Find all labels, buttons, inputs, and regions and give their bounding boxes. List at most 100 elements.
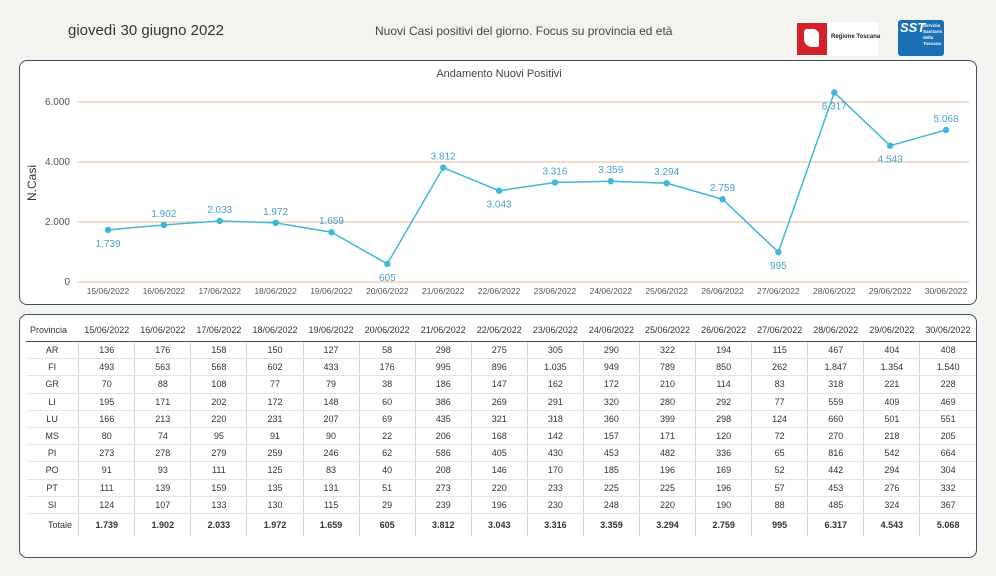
table-cell: 218 [863, 427, 920, 446]
table-cell: 262 [751, 358, 808, 377]
table-cell: 276 [863, 479, 920, 497]
data-point [384, 260, 391, 268]
table-cell: 660 [807, 410, 864, 428]
province-name: LU [26, 410, 79, 428]
x-tick-label: 17/06/2022 [198, 286, 241, 296]
data-point [831, 89, 838, 96]
table-cell: 139 [134, 479, 191, 497]
table-cell: 114 [695, 375, 752, 394]
chart-panel: Andamento Nuovi Positivi N.Casi 0 2.000 4.00… [19, 60, 977, 305]
x-tick-label: 15/06/2022 [87, 286, 130, 296]
table-cell: 304 [919, 461, 976, 480]
table-cell: 3.294 [638, 512, 696, 536]
table-cell: 220 [470, 479, 528, 497]
table-cell: 789 [638, 358, 696, 377]
table-cell: 586 [414, 444, 472, 463]
table-cell: 386 [414, 393, 472, 411]
table-cell: 40 [358, 461, 416, 480]
header-date: 15/06/2022 [78, 319, 135, 342]
table-cell: 93 [134, 461, 191, 480]
table-cell: 291 [526, 393, 584, 411]
x-tick-label: 20/06/2022 [366, 286, 409, 296]
table-cell: 551 [919, 410, 976, 428]
table-cell: 150 [246, 341, 304, 360]
x-tick-label: 29/06/2022 [869, 286, 912, 296]
x-tick-label: 22/06/2022 [478, 286, 521, 296]
table-cell: 205 [919, 427, 976, 446]
table-cell: 568 [190, 358, 247, 377]
table-cell: 196 [638, 461, 696, 480]
table-cell: 80 [78, 427, 135, 446]
table-row: LU 166 213 220 231 207 69 435 321 318 360 399 298 124… [26, 410, 976, 428]
table-cell: 1.739 [78, 512, 135, 536]
table-cell: 60 [358, 393, 416, 411]
table-row: LI 195 171 202 172 148 60 386 269 291 320 280 292 77 5… [26, 393, 976, 411]
table-cell: 542 [863, 444, 920, 463]
table-cell: 404 [863, 341, 920, 360]
line-chart: Andamento Nuovi Positivi N.Casi 0 2.000 4.00… [25, 68, 969, 296]
table-cell: 190 [695, 496, 752, 514]
table-cell: 501 [863, 410, 920, 428]
data-label: 605 [379, 273, 396, 284]
table-cell: 995 [414, 358, 472, 377]
data-label: 3.359 [598, 165, 623, 176]
table-cell: 246 [302, 444, 360, 463]
table-cell: 602 [246, 358, 304, 377]
table-row: PI 273 278 279 259 246 62 586 405 430 453 482 336 65 8… [26, 444, 976, 463]
table-cell: 225 [582, 479, 640, 497]
table-cell: 469 [919, 393, 976, 411]
table-cell: 275 [470, 341, 528, 360]
table-cell: 194 [695, 341, 752, 360]
table-cell: 107 [134, 496, 191, 514]
x-tick-label: 21/06/2022 [422, 286, 465, 296]
y-tick-label: 6.000 [45, 97, 70, 108]
x-tick-label: 26/06/2022 [701, 286, 744, 296]
table-cell: 563 [134, 358, 191, 377]
table-cell: 292 [695, 393, 752, 411]
table-cell: 298 [414, 341, 472, 360]
table-cell: 108 [190, 375, 247, 394]
table-cell: 120 [695, 427, 752, 446]
chart-title: Andamento Nuovi Positivi [436, 68, 561, 80]
table-cell: 168 [470, 427, 528, 446]
table-cell: 850 [695, 358, 752, 377]
table-row: SI 124 107 133 130 115 29 239 196 230 248 220 190 88 4… [26, 496, 976, 514]
table-panel: Provincia 15/06/2022 16/06/2022 17/06/2022 1… [19, 314, 977, 558]
table-cell: 131 [302, 479, 360, 497]
table-cell: 157 [582, 427, 640, 446]
table-cell: 162 [526, 375, 584, 394]
table-cell: 6.317 [807, 512, 864, 536]
table-cell: 273 [414, 479, 472, 497]
data-label: 1.659 [319, 216, 344, 227]
table-cell: 202 [190, 393, 247, 411]
table-cell: 91 [78, 461, 135, 480]
table-cell: 896 [470, 358, 528, 377]
table-cell: 221 [863, 375, 920, 394]
table-cell: 408 [919, 341, 976, 360]
data-label: 6.317 [822, 101, 847, 112]
table-cell: 136 [78, 341, 135, 360]
table-cell: 230 [526, 496, 584, 514]
data-label: 3.294 [654, 167, 679, 178]
x-tick-label: 19/06/2022 [310, 286, 353, 296]
y-tick-label: 0 [64, 277, 70, 288]
table-cell: 124 [751, 410, 808, 428]
table-cell: 65 [751, 444, 808, 463]
table-cell: 70 [78, 375, 135, 394]
table-cell: 559 [807, 393, 864, 411]
x-tick-label: 24/06/2022 [590, 286, 633, 296]
x-tick-label: 25/06/2022 [645, 286, 688, 296]
table-cell: 321 [470, 410, 528, 428]
header-date: 22/06/2022 [471, 319, 528, 342]
data-label: 4.543 [878, 155, 903, 166]
table-cell: 3.316 [526, 512, 584, 536]
data-label: 1.902 [151, 209, 176, 220]
table-cell: 3.043 [470, 512, 528, 536]
table-cell: 336 [695, 444, 752, 463]
table-cell: 172 [582, 375, 640, 394]
data-label: 2.759 [710, 183, 735, 194]
table-cell: 171 [638, 427, 696, 446]
province-name: SI [26, 496, 79, 514]
table-cell: 605 [358, 512, 416, 536]
province-name: MS [26, 427, 79, 446]
